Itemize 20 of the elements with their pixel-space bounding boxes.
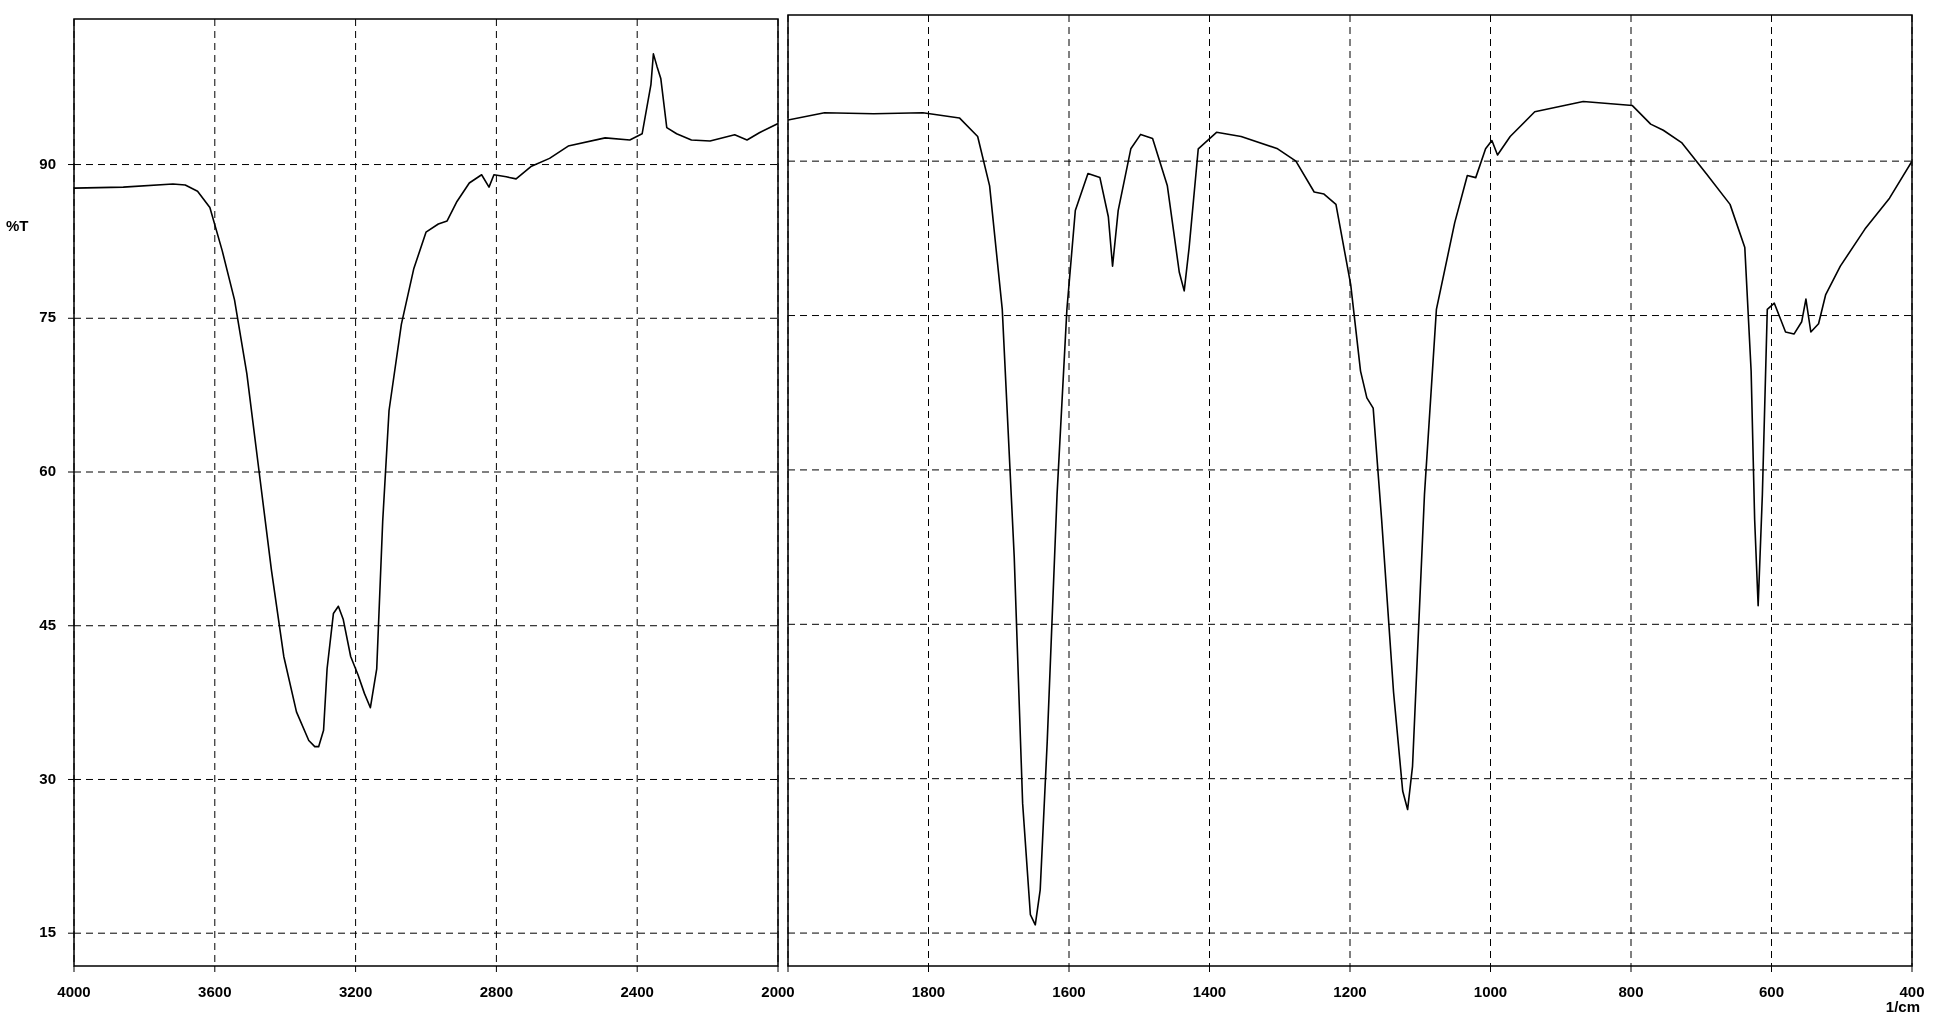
- y-tick-label: 60: [39, 462, 56, 480]
- x-tick-label: 600: [1758, 983, 1785, 1001]
- y-tick-label: 45: [39, 615, 56, 633]
- x-tick-label: 1400: [1192, 983, 1227, 1001]
- x-tick-label: 2400: [620, 983, 654, 1001]
- x-tick-label: 1200: [1333, 983, 1367, 1001]
- x-tick-label: 1000: [1473, 983, 1508, 1001]
- y-tick-label: 90: [39, 154, 56, 172]
- y-tick-label: 75: [39, 308, 56, 326]
- x-tick-label: 800: [1618, 983, 1644, 1001]
- x-tick-label: 3600: [198, 983, 232, 1001]
- x-tick-label: 3200: [338, 983, 373, 1001]
- x-tick-label: 1800: [911, 983, 946, 1001]
- x-tick-label: 4000: [57, 983, 91, 1001]
- x-tick-label: 2000: [761, 983, 795, 1001]
- y-tick-label: 30: [39, 769, 56, 787]
- x-tick-label: 1600: [1052, 983, 1086, 1001]
- y-axis-title: %T: [6, 217, 29, 235]
- y-tick-label: 15: [39, 923, 56, 941]
- x-tick-label: 2800: [479, 983, 514, 1001]
